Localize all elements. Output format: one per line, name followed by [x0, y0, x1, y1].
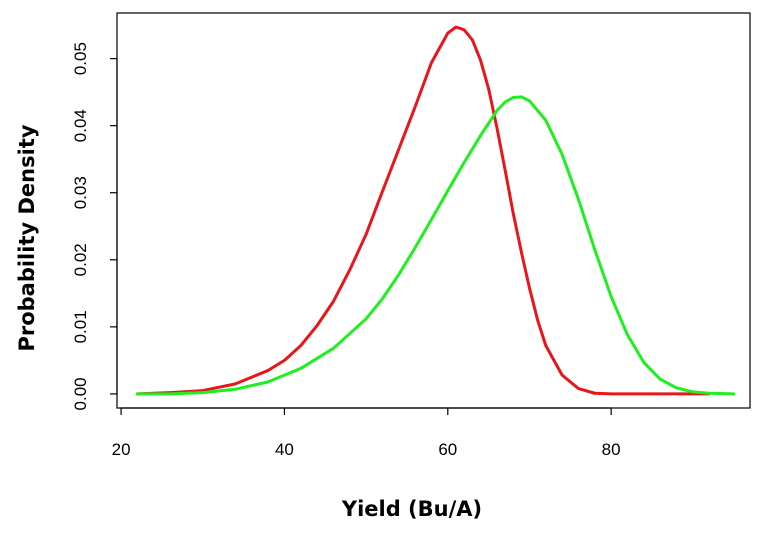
x-tick-label: 40: [275, 440, 294, 459]
y-axis-title: Probability Density: [15, 124, 39, 351]
y-tick-label: 0.02: [71, 243, 90, 276]
y-tick-label: 0.00: [71, 377, 90, 410]
x-tick-label: 20: [112, 440, 131, 459]
y-tick-label: 0.05: [71, 42, 90, 75]
x-axis-title: Yield (Bu/A): [341, 497, 482, 521]
y-tick-label: 0.01: [71, 310, 90, 343]
density-curve-1: [135, 25, 711, 396]
density-curve-2: [135, 95, 736, 396]
plot-frame: [116, 12, 751, 409]
series-layer: [135, 25, 736, 396]
x-tick-label: 80: [602, 440, 621, 459]
x-tick-label: 60: [438, 440, 457, 459]
y-tick-label: 0.03: [71, 176, 90, 209]
y-tick-label: 0.04: [71, 109, 90, 142]
x-axis: 20 40 60 80: [112, 407, 621, 459]
y-axis: 0.00 0.01 0.02 0.03 0.04 0.05: [71, 42, 118, 410]
